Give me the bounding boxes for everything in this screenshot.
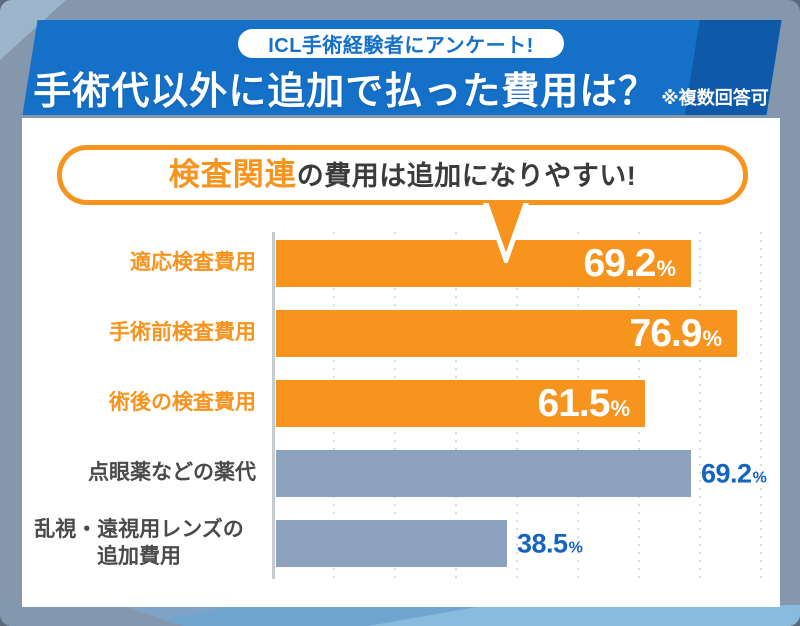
title-note: ※複数回答可	[661, 88, 769, 108]
bar-track: 69.2%	[274, 240, 780, 287]
survey-badge-label: ICL手術経験者にアンケート!	[268, 35, 534, 57]
chart-axis-line	[272, 232, 275, 579]
callout-pill: 検査関連 の費用は追加になりやすい!	[57, 145, 748, 205]
gridline	[760, 232, 762, 579]
callout-highlight-text: 検査関連	[168, 157, 297, 192]
bar-track: 76.9%	[274, 310, 780, 357]
bar: 69.2%	[276, 240, 691, 287]
page-title: 手術代以外に追加で払った費用は？	[33, 71, 658, 113]
bar-track: 38.5%	[274, 520, 780, 567]
bar: 61.5%	[276, 380, 645, 427]
bar: 76.9%	[276, 310, 737, 357]
chart-row: 乱視・遠視用レンズの 追加費用 38.5%	[22, 518, 780, 568]
chart-card: 検査関連 の費用は追加になりやすい! 適応検査費用 69.2% 手術前検査費用 76.…	[22, 118, 780, 607]
bar-value: 38.5%	[517, 528, 583, 558]
bar-label: 術後の検査費用	[109, 391, 256, 415]
chart-row: 点眼薬などの薬代 69.2%	[22, 450, 780, 497]
bar-label: 点眼薬などの薬代	[88, 461, 256, 485]
bar-value: 61.5%	[537, 381, 630, 425]
gridline	[699, 232, 701, 579]
bar-label: 乱視・遠視用レンズの 追加費用	[34, 518, 244, 568]
callout-rest-text: の費用は追加になりやすい!	[296, 161, 637, 191]
chart-row: 術後の検査費用 61.5%	[22, 380, 780, 427]
callout-pointer-arrow	[483, 203, 529, 263]
title-row: 手術代以外に追加で払った費用は？ ※複数回答可	[33, 60, 769, 115]
survey-badge: ICL手術経験者にアンケート!	[238, 29, 564, 58]
bar-value: 76.9%	[629, 311, 722, 355]
bar-track: 61.5%	[274, 380, 780, 427]
bottom-band-triangle	[0, 605, 184, 626]
bar-chart: 適応検査費用 69.2% 手術前検査費用 76.9% 術後の検査費用 61.5% 点眼薬など…	[22, 232, 780, 579]
bar-label: 手術前検査費用	[109, 321, 256, 345]
bar: 69.2%	[276, 450, 767, 497]
header: ICL手術経験者にアンケート! 手術代以外に追加で払った費用は？ ※複数回答可	[22, 20, 780, 115]
chart-row: 手術前検査費用 76.9%	[22, 310, 780, 357]
bar-label: 適応検査費用	[130, 251, 256, 275]
bar-value: 69.2%	[583, 241, 676, 285]
chart-row: 適応検査費用 69.2%	[22, 240, 780, 287]
bottom-band-triangle	[368, 605, 800, 626]
background-bottom-band	[0, 605, 800, 626]
bar-value: 69.2%	[701, 458, 767, 488]
bar: 38.5%	[276, 520, 583, 567]
bar-track: 69.2%	[274, 450, 780, 497]
